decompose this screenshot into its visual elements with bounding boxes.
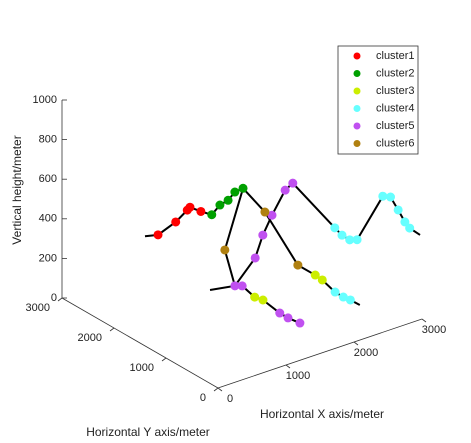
legend-label: cluster2 [376, 67, 415, 79]
x-tick [421, 318, 427, 323]
point [250, 253, 260, 263]
point [280, 185, 290, 195]
z-tick-label: 200 [39, 252, 57, 264]
legend-marker [353, 52, 361, 60]
point [295, 318, 305, 328]
point [317, 275, 327, 285]
y-tick-label: 2000 [78, 332, 102, 344]
point [293, 260, 303, 270]
point [345, 295, 355, 305]
point [171, 217, 181, 227]
legend-label: cluster5 [376, 120, 415, 132]
legend-label: cluster3 [376, 85, 415, 97]
point [267, 210, 277, 220]
legend-marker [353, 87, 361, 95]
point [223, 195, 233, 205]
point [275, 308, 285, 318]
point [207, 210, 217, 220]
point [250, 292, 260, 302]
point [283, 313, 293, 323]
legend-marker [353, 105, 361, 112]
point [196, 206, 206, 216]
point [230, 281, 240, 291]
y-axis [61, 297, 219, 389]
z-tick-label: 400 [39, 213, 57, 225]
point [238, 183, 248, 193]
point [230, 187, 240, 197]
point [237, 281, 247, 291]
x-tick-label: 3000 [422, 324, 446, 336]
point [337, 230, 347, 240]
z-tick-label: 800 [39, 134, 57, 146]
point [338, 292, 348, 302]
y-axis-label: Horizontal Y axis/meter [86, 425, 210, 439]
point [400, 217, 410, 227]
point [288, 178, 298, 188]
legend-box [337, 45, 419, 155]
y-tick-label: 3000 [26, 302, 50, 314]
legend-label: cluster4 [376, 102, 415, 114]
point [378, 191, 388, 201]
y-tick-label: 1000 [130, 362, 154, 374]
point [220, 245, 230, 255]
point [330, 287, 340, 297]
point [352, 235, 362, 245]
point [258, 230, 268, 240]
z-tick-label: 1000 [33, 94, 57, 106]
point [345, 235, 355, 245]
y-tick-label: 0 [200, 392, 206, 404]
point [386, 192, 396, 202]
point [393, 205, 403, 215]
point [258, 295, 268, 305]
x-tick [217, 387, 223, 392]
x-tick-label: 2000 [354, 347, 378, 359]
point [185, 202, 195, 212]
x-tick [285, 364, 291, 369]
y-tick [161, 357, 167, 362]
z-tick-label: 0 [51, 292, 57, 304]
legend-marker [353, 140, 361, 147]
point [405, 223, 415, 233]
legend-marker [353, 122, 361, 130]
z-tick-label: 600 [39, 173, 57, 185]
point [215, 200, 225, 210]
legend-label: cluster1 [376, 50, 415, 62]
y-tick [109, 327, 115, 332]
y-tick [213, 387, 219, 392]
y-tick [57, 297, 63, 302]
z-axis-label: Vertical height/meter [10, 135, 24, 244]
x-tick-label: 0 [227, 393, 233, 405]
x-axis [217, 318, 423, 389]
legend-label: cluster6 [376, 137, 415, 149]
trajectory [144, 187, 361, 306]
x-tick [353, 341, 359, 346]
point [310, 270, 320, 280]
point [330, 223, 340, 233]
legend-marker [353, 70, 361, 77]
point [260, 207, 270, 217]
point [153, 230, 163, 240]
x-tick-label: 1000 [286, 370, 310, 382]
x-axis-label: Horizontal X axis/meter [260, 407, 384, 421]
